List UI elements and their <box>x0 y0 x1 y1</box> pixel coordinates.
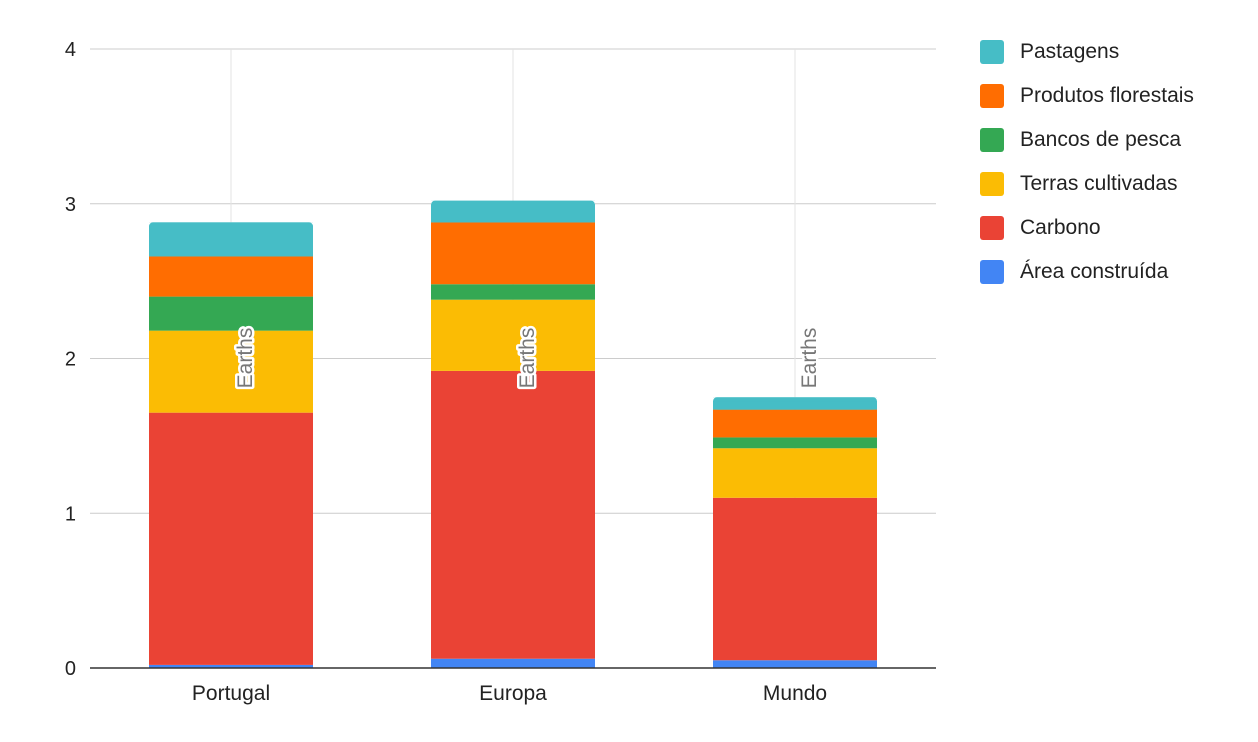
bar-segment <box>713 437 877 449</box>
bar-segment <box>149 296 313 331</box>
bar-segment <box>713 448 877 498</box>
y-tick-label: 4 <box>65 39 76 61</box>
labels: Earths Earths Earths <box>232 325 824 391</box>
bar-top-fill <box>149 226 313 257</box>
bar-segment <box>149 256 313 297</box>
legend-label: Bancos de pesca <box>1020 128 1182 151</box>
legend-swatch <box>980 128 1004 152</box>
legend-swatch <box>980 216 1004 240</box>
x-tick-label: Portugal <box>192 682 270 705</box>
legend-label: Produtos florestais <box>1020 84 1194 107</box>
bar-segment <box>149 412 313 665</box>
bar-segment <box>431 299 595 371</box>
legend-item: Produtos florestais <box>980 74 1194 118</box>
bar-annotation: Earths <box>798 328 821 389</box>
bar-segment <box>713 409 877 438</box>
legend-swatch <box>980 40 1004 64</box>
bar-segment <box>431 222 595 285</box>
bar-annotation: Earths <box>234 328 257 389</box>
legend-label: Terras cultivadas <box>1020 172 1178 195</box>
y-tick-label: 0 <box>65 658 76 680</box>
y-tick-label: 1 <box>65 503 76 525</box>
legend-swatch <box>980 84 1004 108</box>
bar-segment <box>431 658 595 668</box>
legend-item: Terras cultivadas <box>980 162 1194 206</box>
x-tick-label: Mundo <box>763 682 827 705</box>
legend-swatch <box>980 260 1004 284</box>
bar-top-fill <box>713 401 877 410</box>
legend-swatch <box>980 172 1004 196</box>
x-tick-label: Europa <box>479 682 547 705</box>
bar-annotation: Earths <box>516 328 539 389</box>
legend-label: Pastagens <box>1020 40 1120 63</box>
y-tick-label: 2 <box>65 349 76 371</box>
bar-segment <box>431 370 595 659</box>
legend-item: Bancos de pesca <box>980 118 1194 162</box>
bar-segment <box>149 330 313 413</box>
legend-item: Carbono <box>980 206 1194 250</box>
bar-segment <box>149 664 313 668</box>
bars <box>149 200 877 668</box>
bar-top-fill <box>431 204 595 223</box>
bar-segment <box>431 284 595 300</box>
y-tick-label: 3 <box>65 194 76 216</box>
legend-label: Área construída <box>1020 260 1169 283</box>
legend-label: Carbono <box>1020 216 1101 239</box>
legend-item: Pastagens <box>980 30 1194 74</box>
legend: Pastagens Produtos florestais Bancos de pe… <box>980 30 1194 294</box>
bar-segment <box>713 497 877 661</box>
axes: 0 1 2 3 4 Portugal Europa Mundo <box>65 39 936 705</box>
bar-segment <box>713 660 877 668</box>
legend-item: Área construída <box>980 250 1194 294</box>
